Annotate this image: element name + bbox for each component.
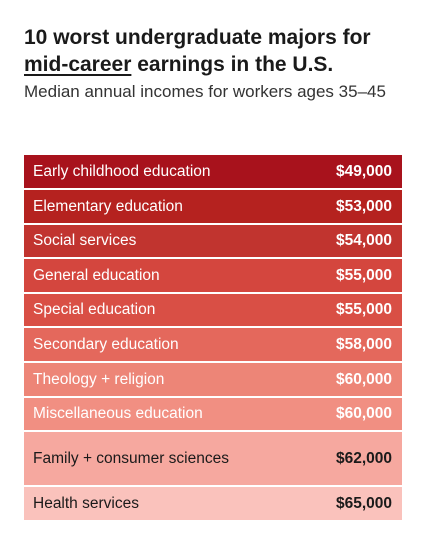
title-emphasis: mid-career [24, 53, 132, 76]
row-label: Elementary education [33, 197, 183, 215]
table-row: Miscellaneous education $60,000 [24, 398, 402, 432]
table-row: General education $55,000 [24, 259, 402, 294]
table-row: Early childhood education $49,000 [24, 155, 402, 190]
row-value: $60,000 [335, 405, 392, 422]
table-row: Theology + religion $60,000 [24, 363, 402, 398]
row-label: Health services [33, 494, 139, 512]
row-value: $60,000 [335, 370, 392, 388]
row-label: Social services [33, 232, 137, 249]
row-label: Theology + religion [33, 370, 165, 388]
row-label: General education [33, 266, 160, 284]
row-value: $62,000 [335, 449, 392, 467]
title-part1: 10 worst undergraduate majors for [24, 26, 371, 49]
row-value: $55,000 [335, 301, 392, 318]
chart-title: 10 worst undergraduate majors for mid-car… [24, 24, 408, 78]
table-row: Elementary education $53,000 [24, 190, 402, 225]
row-label: Family + consumer sciences [33, 449, 229, 467]
table-row: Family + consumer sciences $62,000 [24, 432, 402, 487]
row-label: Secondary education [33, 335, 179, 353]
chart-header: 10 worst undergraduate majors for mid-car… [24, 24, 408, 103]
row-value: $54,000 [335, 232, 392, 249]
row-value: $49,000 [335, 162, 392, 180]
row-value: $53,000 [335, 197, 392, 215]
table-row: Special education $55,000 [24, 294, 402, 328]
title-part2: earnings in the U.S. [137, 53, 334, 76]
row-label: Miscellaneous education [33, 405, 203, 422]
chart-subtitle: Median annual incomes for workers ages 3… [24, 82, 386, 101]
row-label: Early childhood education [33, 162, 211, 180]
table-row: Health services $65,000 [24, 487, 402, 522]
row-value: $65,000 [335, 494, 392, 512]
row-value: $58,000 [335, 335, 392, 353]
row-value: $55,000 [335, 266, 392, 284]
table-row: Secondary education $58,000 [24, 328, 402, 363]
table-row: Social services $54,000 [24, 225, 402, 259]
row-label: Special education [33, 301, 156, 318]
earnings-table: Early childhood education $49,000 Elementa… [24, 155, 402, 522]
